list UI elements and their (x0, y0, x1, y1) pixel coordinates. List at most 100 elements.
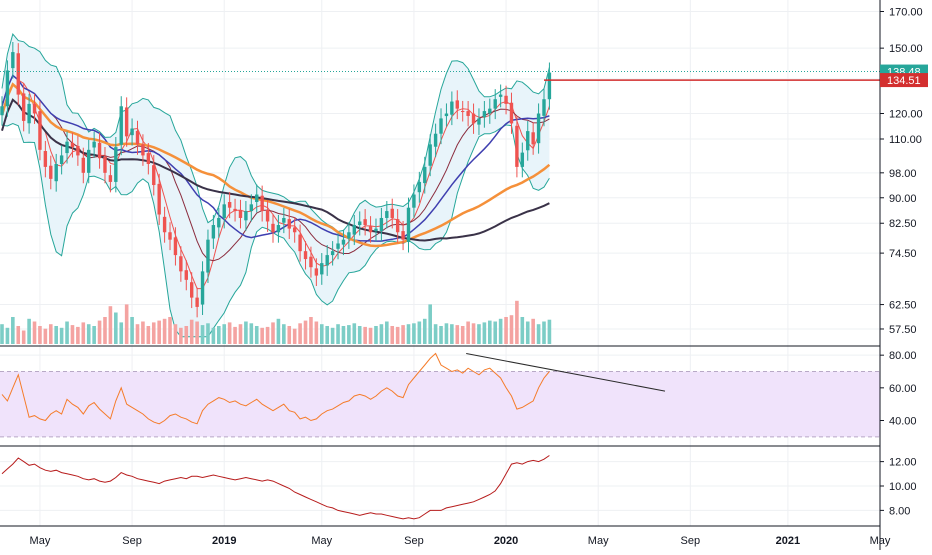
volume-bar (151, 322, 156, 344)
volume-bar (357, 326, 362, 344)
ma-dark-line (1, 98, 550, 242)
volume-bar (249, 323, 254, 344)
resistance-badge: 134.51 (880, 73, 928, 88)
candle-body (222, 204, 226, 218)
time-label: Sep (404, 535, 424, 547)
volume-bar (184, 326, 189, 344)
time-label: May (30, 535, 51, 547)
volume-bar (238, 324, 243, 344)
volume-bar (542, 321, 546, 344)
candle-body (282, 217, 286, 223)
volume-bar (520, 317, 525, 344)
price-tick-label: 62.50 (889, 300, 917, 312)
volume-bar (292, 328, 297, 344)
time-axis[interactable]: May Sep 2019 May Sep 2020 May Sep 2021 May (0, 525, 891, 547)
volume-bar (103, 317, 107, 344)
volume-bar (76, 326, 80, 344)
rsi-pane[interactable] (0, 352, 880, 438)
volume-bar (298, 323, 302, 344)
volume-bar (244, 321, 248, 344)
rsi-trendline (466, 353, 666, 392)
volume-bar (222, 324, 227, 344)
volume-bar (439, 326, 443, 344)
volume-bars (0, 300, 552, 344)
candle-body (374, 228, 378, 232)
obv-pane[interactable] (1, 455, 550, 520)
resistance-badge-text: 134.51 (887, 75, 921, 87)
obv-line (1, 455, 550, 520)
volume-bar (141, 321, 145, 344)
candle-body (444, 113, 449, 117)
candle-body (5, 70, 10, 107)
volume-bar (412, 323, 416, 344)
volume-bar (385, 321, 389, 344)
volume-bar (406, 324, 411, 344)
candle-body (49, 165, 53, 179)
volume-bar (531, 318, 535, 344)
volume-bar (493, 321, 498, 344)
candle-body (330, 251, 335, 256)
candle-body (206, 239, 210, 273)
candle-body (461, 111, 465, 113)
volume-bar (11, 317, 15, 344)
volume-bar (547, 319, 552, 344)
price-tick-label: 170.00 (889, 6, 923, 18)
candle-body (406, 207, 411, 243)
volume-bar (21, 330, 26, 344)
time-label: May (588, 535, 609, 547)
price-levels (0, 71, 880, 81)
time-label: 2021 (776, 535, 800, 547)
candle-body (504, 95, 508, 104)
candle-body (358, 221, 362, 226)
price-tick-label: 120.00 (889, 109, 923, 121)
candle-body (146, 153, 151, 164)
volume-bar (504, 317, 508, 344)
candle-body (195, 297, 199, 307)
bollinger-lower (1, 122, 550, 338)
candle-body (379, 217, 384, 231)
candle-body (471, 113, 476, 124)
candle-body (260, 195, 264, 212)
candle-body (428, 144, 432, 166)
candle-body (135, 130, 140, 145)
volume-bar (43, 328, 48, 344)
time-label: Sep (681, 535, 701, 547)
candlesticks[interactable] (0, 42, 552, 318)
candle-body (59, 155, 64, 164)
volume-bar (395, 326, 400, 344)
volume-bar (336, 324, 340, 344)
volume-bar (135, 324, 140, 344)
volume-bar (460, 326, 465, 344)
obv-tick-label: 10.00 (889, 481, 917, 493)
candle-body (249, 204, 254, 212)
volume-bar (97, 320, 102, 344)
candle-body (119, 106, 123, 145)
volume-bar (325, 326, 329, 344)
candle-body (395, 219, 400, 233)
candle-body (32, 103, 37, 114)
moving-averages (0, 74, 551, 290)
volume-bar (92, 326, 96, 344)
volume-bar (179, 327, 183, 344)
candle-body (255, 194, 259, 203)
candle-body (352, 225, 356, 235)
ma-blue-line (1, 74, 550, 242)
volume-bar (363, 326, 367, 344)
candle-body (21, 93, 26, 121)
candle-body (417, 181, 422, 193)
price-tick-label: 74.50 (889, 248, 917, 260)
candle-body (320, 263, 324, 275)
time-label: May (311, 535, 332, 547)
candle-body (124, 107, 129, 137)
candle-body (498, 94, 503, 97)
candle-body (114, 147, 118, 182)
rsi-band (0, 371, 880, 437)
pane-separators[interactable] (0, 345, 880, 447)
volume-bar (276, 318, 281, 344)
candle-body (244, 211, 248, 221)
volume-bar (32, 321, 37, 344)
candle-body (509, 102, 514, 124)
obv-tick-label: 8.00 (889, 505, 910, 517)
